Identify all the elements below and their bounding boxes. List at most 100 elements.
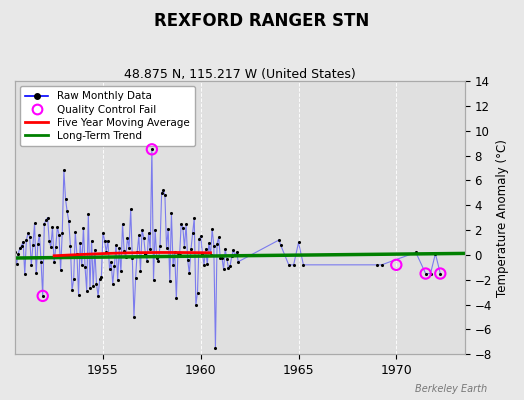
Point bbox=[218, 254, 226, 261]
Point bbox=[114, 276, 122, 283]
Point bbox=[26, 233, 34, 240]
Point bbox=[86, 285, 94, 291]
Point bbox=[172, 295, 180, 302]
Text: REXFORD RANGER STN: REXFORD RANGER STN bbox=[155, 12, 369, 30]
Point bbox=[50, 259, 58, 266]
Point bbox=[377, 262, 386, 268]
Point bbox=[421, 270, 430, 277]
Point bbox=[110, 262, 118, 269]
Point bbox=[208, 226, 216, 232]
Point bbox=[162, 245, 171, 251]
Point bbox=[42, 217, 50, 223]
Legend: Raw Monthly Data, Quality Control Fail, Five Year Moving Average, Long-Term Tren: Raw Monthly Data, Quality Control Fail, … bbox=[20, 86, 194, 146]
Point bbox=[19, 238, 27, 245]
Point bbox=[289, 262, 298, 268]
Point bbox=[74, 292, 83, 298]
Point bbox=[16, 245, 24, 251]
Point bbox=[63, 208, 71, 215]
Point bbox=[164, 225, 172, 232]
Point bbox=[55, 231, 63, 238]
Point bbox=[133, 249, 141, 255]
Point bbox=[27, 262, 36, 268]
Point bbox=[148, 146, 156, 152]
Point bbox=[47, 244, 55, 250]
Point bbox=[138, 227, 146, 233]
Point bbox=[115, 245, 124, 251]
Point bbox=[145, 230, 153, 236]
Point bbox=[156, 243, 164, 249]
Point bbox=[61, 196, 70, 202]
Point bbox=[6, 254, 14, 261]
Point bbox=[9, 259, 18, 265]
Point bbox=[51, 244, 60, 251]
Point bbox=[22, 237, 30, 243]
Point bbox=[122, 254, 130, 260]
Point bbox=[201, 246, 210, 252]
Point bbox=[101, 238, 109, 244]
Point bbox=[412, 249, 420, 256]
Point bbox=[139, 234, 148, 241]
Point bbox=[179, 224, 187, 231]
Point bbox=[14, 250, 23, 257]
Point bbox=[182, 221, 190, 228]
Point bbox=[117, 268, 125, 275]
Point bbox=[183, 257, 192, 264]
Point bbox=[205, 240, 213, 246]
Point bbox=[118, 221, 127, 227]
Point bbox=[234, 258, 243, 265]
Point bbox=[58, 229, 67, 236]
Point bbox=[421, 270, 430, 277]
Point bbox=[176, 252, 184, 258]
Point bbox=[57, 266, 65, 273]
Point bbox=[151, 227, 159, 233]
Point bbox=[40, 221, 49, 227]
Point bbox=[213, 240, 221, 247]
Point bbox=[112, 242, 120, 248]
Point bbox=[223, 255, 231, 262]
Point bbox=[166, 278, 174, 284]
Point bbox=[224, 265, 233, 271]
Point bbox=[123, 234, 132, 241]
Point bbox=[149, 276, 158, 283]
Point bbox=[105, 265, 114, 272]
Point bbox=[159, 187, 168, 194]
Point bbox=[135, 232, 143, 239]
Text: Berkeley Earth: Berkeley Earth bbox=[415, 384, 487, 394]
Point bbox=[436, 270, 444, 277]
Point bbox=[38, 293, 47, 299]
Point bbox=[299, 262, 308, 268]
Point bbox=[107, 259, 115, 266]
Point bbox=[192, 301, 200, 308]
Point bbox=[39, 293, 47, 299]
Point bbox=[91, 246, 99, 253]
Point bbox=[206, 252, 215, 258]
Point bbox=[141, 250, 149, 257]
Point bbox=[157, 190, 166, 196]
Point bbox=[195, 236, 203, 242]
Point bbox=[193, 289, 202, 296]
Point bbox=[43, 214, 52, 221]
Title: 48.875 N, 115.217 W (United States): 48.875 N, 115.217 W (United States) bbox=[124, 68, 356, 81]
Point bbox=[180, 244, 189, 250]
Point bbox=[198, 250, 206, 257]
Point bbox=[24, 230, 32, 236]
Point bbox=[108, 281, 117, 287]
Point bbox=[136, 268, 145, 274]
Point bbox=[132, 275, 140, 282]
Point bbox=[200, 261, 208, 268]
Point bbox=[84, 211, 93, 217]
Point bbox=[231, 252, 239, 259]
Point bbox=[89, 283, 97, 289]
Point bbox=[95, 276, 104, 282]
Point bbox=[17, 242, 26, 249]
Point bbox=[177, 221, 185, 227]
Point bbox=[125, 245, 133, 251]
Point bbox=[73, 251, 81, 258]
Point bbox=[104, 237, 112, 244]
Point bbox=[221, 246, 230, 252]
Point bbox=[152, 254, 161, 261]
Point bbox=[285, 262, 293, 268]
Point bbox=[4, 251, 13, 257]
Point bbox=[210, 242, 218, 249]
Point bbox=[79, 224, 88, 231]
